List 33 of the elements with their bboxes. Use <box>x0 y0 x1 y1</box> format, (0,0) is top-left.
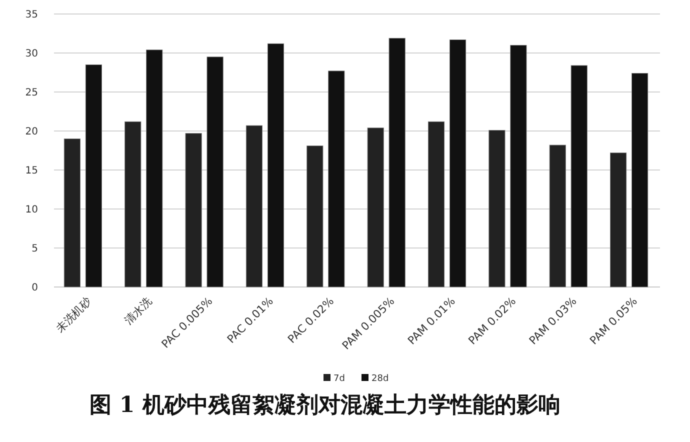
bar <box>246 125 263 288</box>
y-tick-label: 30 <box>25 48 38 60</box>
bar <box>510 44 527 288</box>
y-tick-label: 10 <box>25 204 38 216</box>
legend-label: 7d <box>334 374 345 384</box>
x-tick-label: 未洗机砂 <box>53 294 94 335</box>
y-tick-label: 5 <box>32 244 38 254</box>
bar <box>449 39 466 288</box>
bar <box>631 73 648 288</box>
bar <box>428 121 445 288</box>
y-tick-label: 0 <box>32 282 38 294</box>
bar <box>570 65 588 288</box>
bar <box>328 70 345 288</box>
bar <box>367 128 384 288</box>
y-tick-label: 25 <box>25 88 38 98</box>
bar <box>306 146 324 288</box>
bar <box>267 43 284 288</box>
bar <box>549 144 566 288</box>
bar <box>64 138 81 288</box>
bar <box>610 152 627 288</box>
bar <box>206 56 224 288</box>
bar <box>146 50 163 288</box>
bar <box>124 121 142 288</box>
bar <box>388 38 406 288</box>
bar <box>488 130 506 288</box>
y-tick-label: 15 <box>25 166 38 176</box>
x-tick-label: 清水洗 <box>122 294 154 328</box>
legend-label: 28d <box>372 374 389 384</box>
bar <box>85 64 102 288</box>
text: 图 1 机砂中残留絮凝剂对混凝土力学性能的影响 <box>90 392 560 418</box>
y-tick-label: 35 <box>25 10 38 20</box>
y-tick-label: 20 <box>25 126 38 138</box>
bar <box>185 133 202 288</box>
